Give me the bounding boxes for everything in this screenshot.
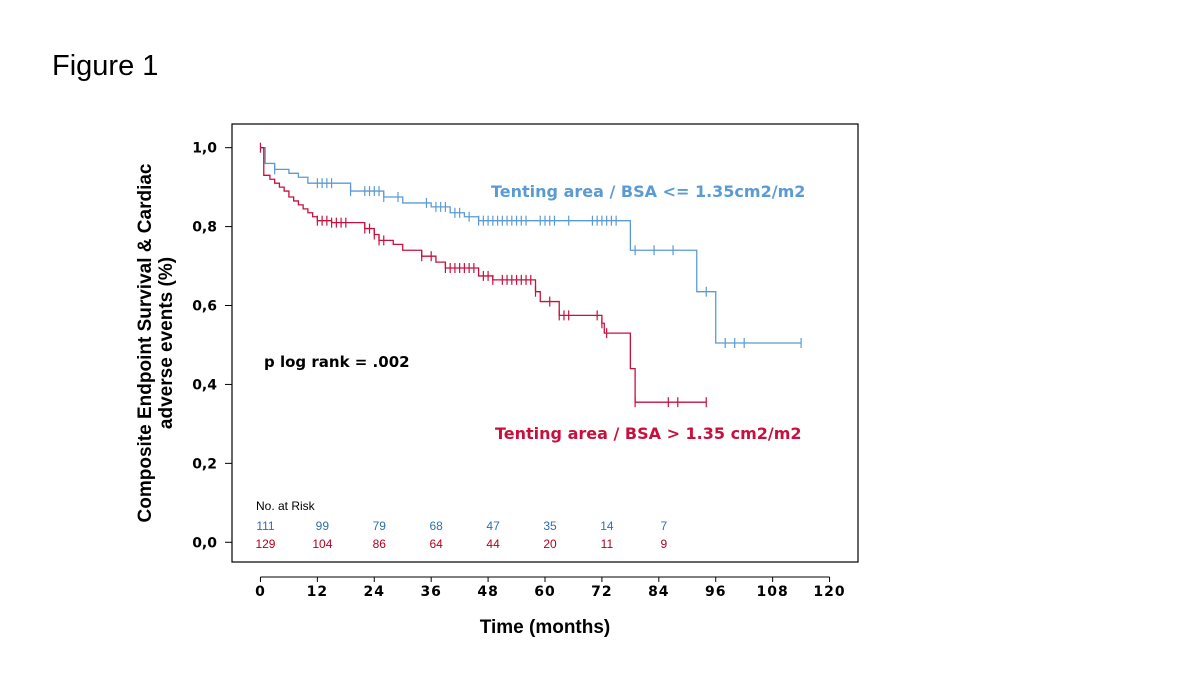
x-tick-label: 48 bbox=[477, 584, 498, 600]
x-tick-label: 108 bbox=[757, 584, 789, 600]
at-risk-low-count: 14 bbox=[600, 519, 614, 533]
at-risk-high-count: 64 bbox=[430, 537, 444, 551]
at-risk-high-count: 104 bbox=[312, 537, 332, 551]
y-axis-title-line1: Composite Endpoint Survival & Cardiac bbox=[135, 163, 156, 522]
x-tick-label: 36 bbox=[420, 584, 441, 600]
y-tick-label: 0,8 bbox=[192, 220, 217, 236]
x-tick-label: 60 bbox=[534, 584, 555, 600]
y-tick-label: 1,0 bbox=[192, 141, 217, 157]
at-risk-low-count: 79 bbox=[373, 519, 387, 533]
x-tick-label: 72 bbox=[591, 584, 612, 600]
x-tick-label: 12 bbox=[307, 584, 328, 600]
x-tick-label: 96 bbox=[705, 584, 726, 600]
y-axis-title: Composite Endpoint Survival & Cardiac ad… bbox=[135, 163, 177, 522]
y-tick-label: 0,6 bbox=[192, 299, 217, 315]
at-risk-low-count: 99 bbox=[316, 519, 330, 533]
x-tick-label: 120 bbox=[813, 584, 845, 600]
x-tick-label: 0 bbox=[255, 584, 266, 600]
x-tick-label: 24 bbox=[364, 584, 385, 600]
at-risk-high-count: 9 bbox=[660, 537, 667, 551]
x-axis: 0 12 24 36 48 60 72 84 96 108 120 bbox=[255, 576, 845, 600]
series-line-high bbox=[260, 147, 707, 403]
y-tick-label: 0,2 bbox=[192, 456, 217, 472]
at-risk-low-count: 7 bbox=[660, 519, 667, 533]
at-risk-high-count: 86 bbox=[373, 537, 387, 551]
at-risk-high-count: 44 bbox=[486, 537, 500, 551]
at-risk-high-count: 20 bbox=[543, 537, 557, 551]
plot-frame bbox=[231, 123, 859, 563]
x-tick-label: 84 bbox=[648, 584, 669, 600]
at-risk-title: No. at Risk bbox=[256, 499, 316, 513]
at-risk-high-count: 11 bbox=[601, 537, 614, 551]
series-label-low: Tenting area / BSA <= 1.35cm2/m2 bbox=[491, 182, 805, 201]
y-tick-label: 0,4 bbox=[192, 377, 217, 393]
at-risk-low-count: 68 bbox=[430, 519, 444, 533]
figure-label: Figure 1 bbox=[52, 50, 159, 82]
y-tick-label: 0,0 bbox=[192, 535, 217, 551]
y-axis: 0,0 0,2 0,4 0,6 0,8 1,0 bbox=[192, 141, 232, 551]
at-risk-table: No. at Risk11112999104798668644744352014… bbox=[255, 499, 667, 551]
at-risk-high-count: 129 bbox=[255, 537, 275, 551]
x-axis-title: Time (months) bbox=[480, 617, 611, 638]
survival-curves bbox=[259, 142, 802, 408]
series-line-low bbox=[260, 147, 802, 344]
y-axis-title-line2: adverse events (%) bbox=[156, 257, 177, 429]
at-risk-low-count: 35 bbox=[543, 519, 557, 533]
series-label-high: Tenting area / BSA > 1.35 cm2/m2 bbox=[495, 424, 802, 443]
at-risk-low-count: 111 bbox=[256, 519, 275, 533]
p-value-annotation: p log rank = .002 bbox=[264, 353, 410, 371]
at-risk-low-count: 47 bbox=[486, 519, 500, 533]
